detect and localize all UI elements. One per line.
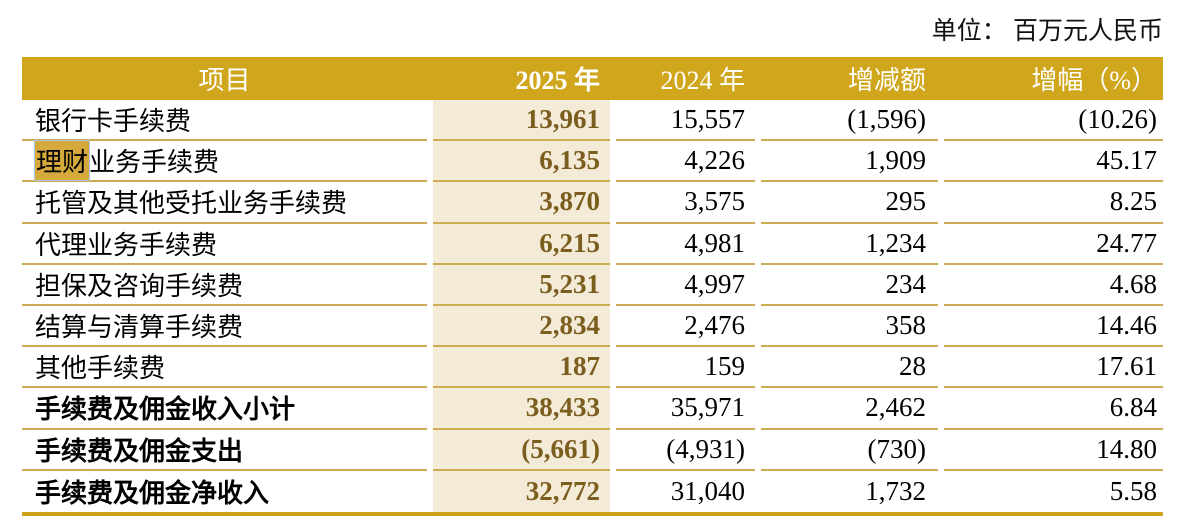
cell-2025: 32,772 (433, 470, 610, 512)
search-highlight: 理财 (35, 141, 90, 181)
table-row: 银行卡手续费 13,961 15,557 (1,596) (10.26) (22, 100, 1163, 142)
cell-2024: 3,575 (616, 182, 755, 224)
cell-pct: 5.58 (1109, 475, 1157, 506)
row-label: 银行卡手续费 (35, 107, 192, 137)
table-row: 托管及其他受托业务手续费 3,870 3,575 295 8.25 (22, 182, 1163, 224)
cell-change: 28 (761, 347, 938, 389)
table-header-row: 项目 2025 年 2024 年 增减额 增幅（%） (22, 57, 1163, 100)
row-label: 托管及其他受托业务手续费 (35, 189, 348, 219)
cell-label: 手续费及佣金净收入 (22, 471, 427, 512)
cell-2025: (5,661) (433, 429, 610, 471)
cell-2025: 13,961 (433, 100, 610, 142)
col-header-change: 增减额 (847, 66, 926, 95)
cell-pct: 14.80 (944, 430, 1163, 471)
cell-2025: 6,215 (433, 223, 610, 265)
table-row: 手续费及佣金净收入 32,772 31,040 1,732 5.58 (22, 470, 1163, 516)
cell-pct: (10.26) (944, 100, 1163, 142)
cell-change: 1,234 (761, 224, 938, 265)
cell-label: 代理业务手续费 (22, 224, 427, 265)
cell-label: 手续费及佣金支出 (22, 430, 427, 471)
cell-change: 234 (761, 265, 938, 306)
cell-change: 2,462 (761, 388, 938, 430)
cell-2025: 2,834 (433, 305, 610, 348)
cell-2024: 4,997 (616, 265, 755, 306)
cell-change: 1,909 (761, 141, 938, 183)
table-row: 结算与清算手续费 2,834 2,476 358 14.46 (22, 305, 1163, 348)
table-row: 其他手续费 187 159 28 17.61 (22, 347, 1163, 389)
row-label: 担保及咨询手续费 (35, 271, 244, 301)
cell-2024: 2,476 (616, 306, 755, 348)
table-row: 手续费及佣金支出 (5,661) (4,931) (730) 14.80 (22, 429, 1163, 471)
cell-pct: 6.84 (944, 388, 1163, 430)
cell-2024: 35,971 (616, 388, 755, 430)
row-label: 其他手续费 (35, 354, 166, 384)
cell-label: 结算与清算手续费 (22, 306, 427, 348)
cell-change: (730) (761, 430, 938, 471)
cell-2024: 4,226 (616, 141, 755, 183)
col-header-2024: 2024 年 (660, 66, 745, 95)
table-row: 代理业务手续费 6,215 4,981 1,234 24.77 (22, 223, 1163, 265)
table-row: 理财 业务手续费 6,135 4,226 1,909 45.17 (22, 141, 1163, 183)
cell-2024: 4,981 (616, 224, 755, 265)
table-body: 银行卡手续费 13,961 15,557 (1,596) (10.26) 理财业… (22, 100, 1163, 516)
row-label: 业务手续费 (89, 148, 220, 178)
cell-label: 手续费及佣金收入小计 (22, 388, 427, 430)
cell-2024: 31,040 (670, 475, 745, 506)
unit-label: 单位： 百万元人民币 (931, 18, 1163, 45)
cell-2024: 15,557 (616, 100, 755, 142)
col-header-item: 项目 (198, 66, 251, 95)
cell-pct: 17.61 (944, 347, 1163, 389)
cell-change: 1,732 (865, 475, 926, 506)
cell-label: 其他手续费 (22, 347, 427, 389)
cell-2024: (4,931) (616, 430, 755, 471)
cell-label: 银行卡手续费 (22, 100, 427, 142)
cell-label: 托管及其他受托业务手续费 (22, 182, 427, 224)
cell-change: 295 (761, 182, 938, 224)
cell-pct: 8.25 (944, 182, 1163, 224)
cell-pct: 14.46 (944, 306, 1163, 348)
fee-income-table: 项目 2025 年 2024 年 增减额 增幅（%） 银行卡手续费 13,961… (22, 57, 1163, 516)
row-label: 代理业务手续费 (35, 230, 218, 260)
row-label: 手续费及佣金收入小计 (35, 395, 296, 425)
cell-pct: 4.68 (944, 265, 1163, 306)
cell-2025: 6,135 (433, 141, 610, 183)
row-label: 手续费及佣金支出 (35, 436, 244, 466)
cell-2025: 187 (433, 347, 610, 389)
cell-pct: 45.17 (944, 141, 1163, 183)
cell-2025: 38,433 (433, 388, 610, 430)
cell-pct: 24.77 (944, 224, 1163, 265)
cell-label: 理财 业务手续费 (22, 141, 427, 183)
cell-2024: 159 (616, 347, 755, 389)
row-label: 手续费及佣金净收入 (35, 478, 270, 508)
col-header-pct: 增幅（%） (1031, 66, 1157, 95)
cell-2025: 3,870 (433, 182, 610, 224)
table-row: 担保及咨询手续费 5,231 4,997 234 4.68 (22, 264, 1163, 306)
cell-change: 358 (761, 306, 938, 348)
cell-2025: 5,231 (433, 264, 610, 306)
cell-change: (1,596) (761, 100, 938, 142)
row-label: 结算与清算手续费 (35, 313, 244, 343)
cell-label: 担保及咨询手续费 (22, 265, 427, 306)
col-header-2025: 2025 年 (515, 66, 600, 95)
table-row: 手续费及佣金收入小计 38,433 35,971 2,462 6.84 (22, 388, 1163, 430)
